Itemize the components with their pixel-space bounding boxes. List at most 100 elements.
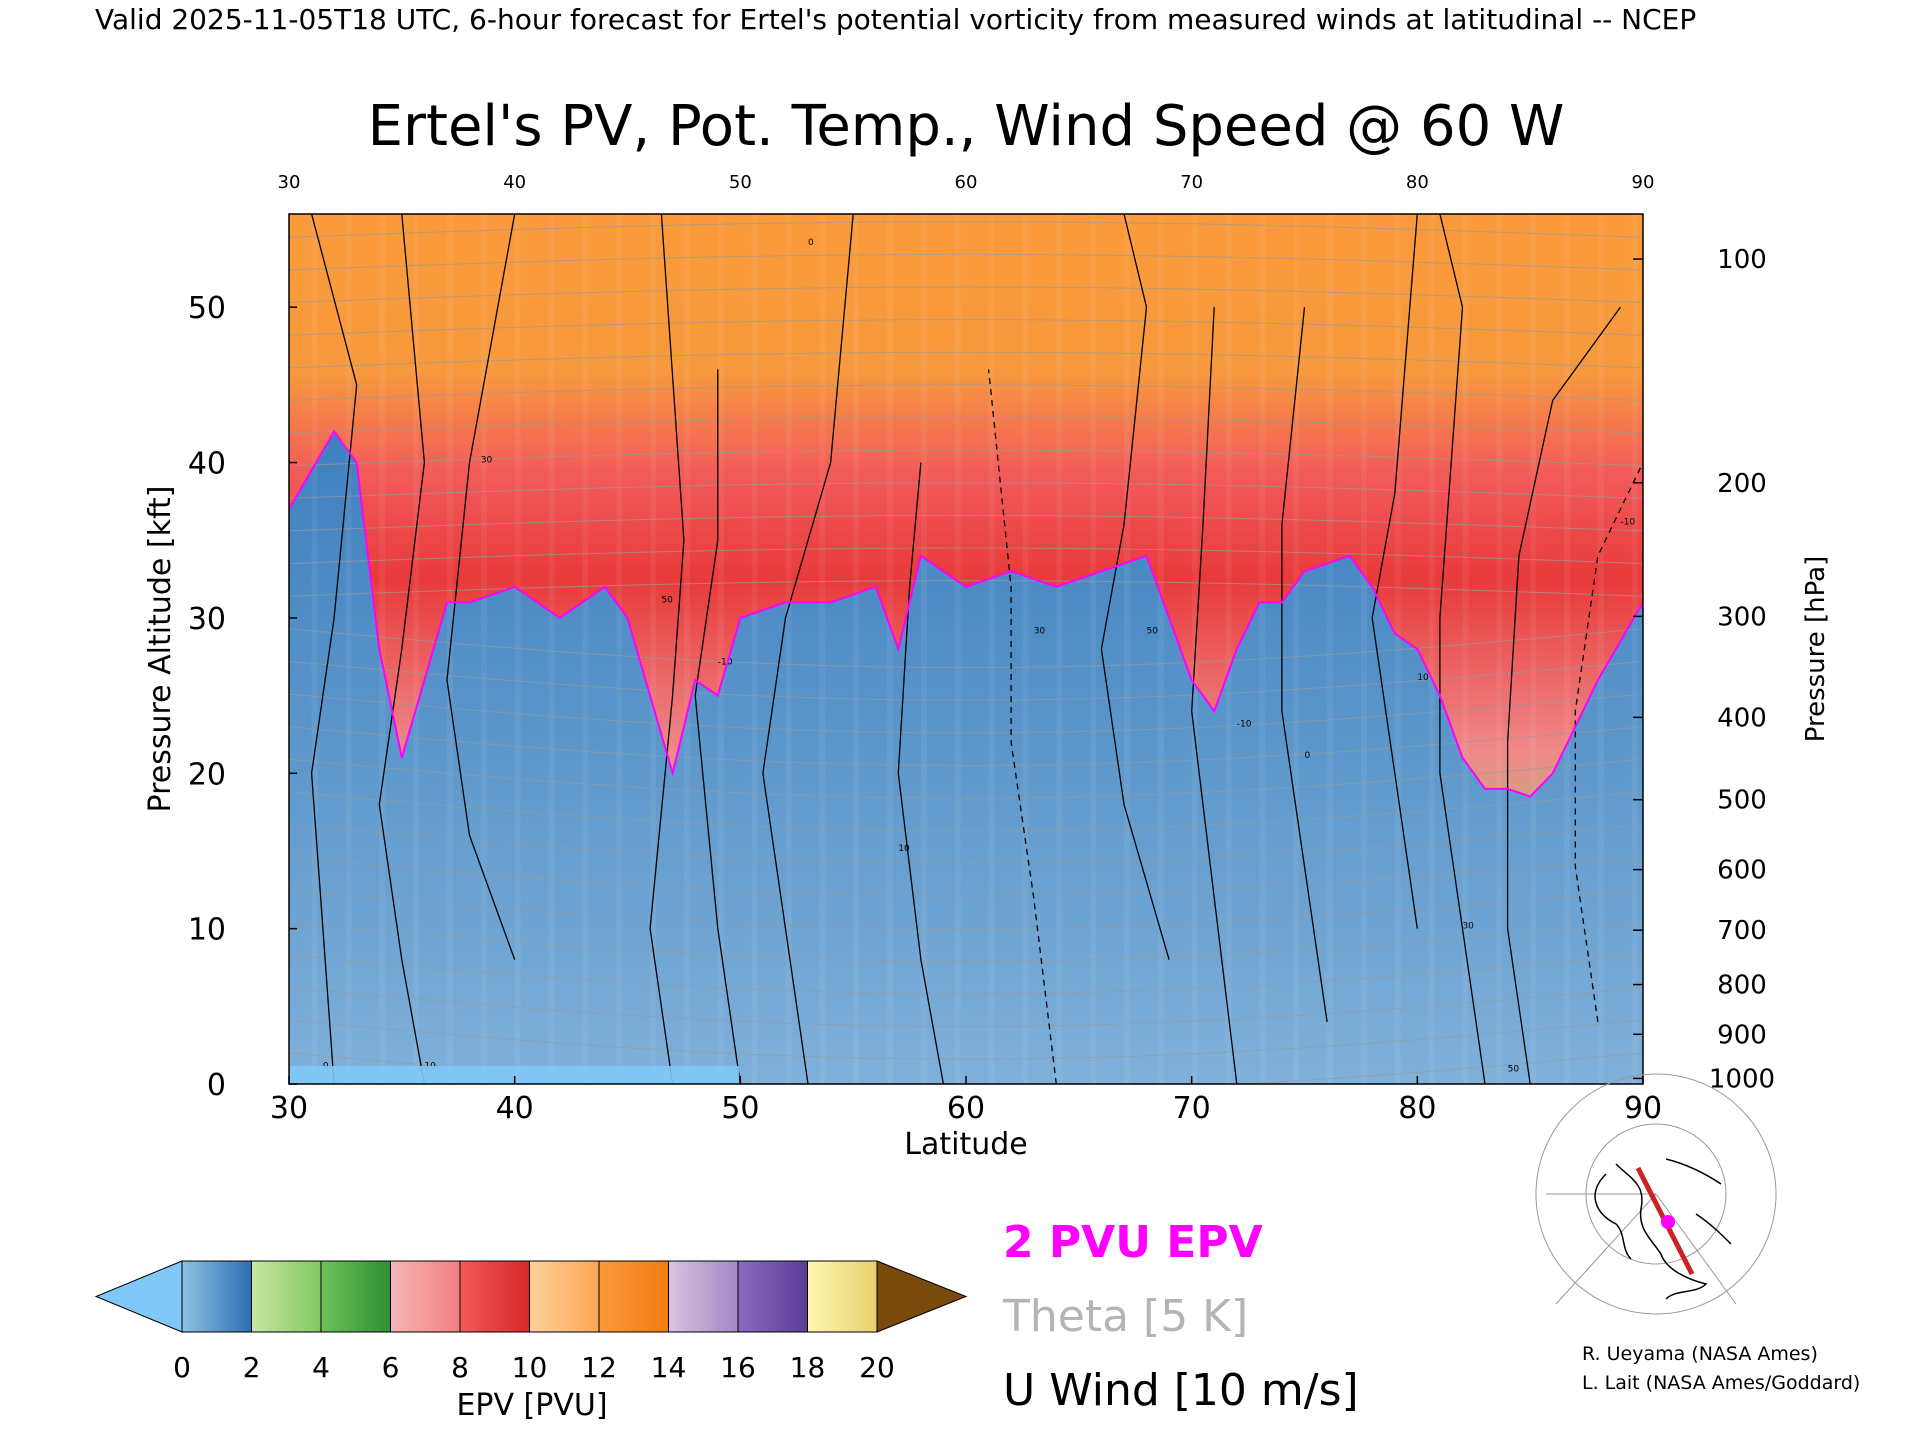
field-streak — [1157, 214, 1164, 1084]
two-pvu-line — [289, 429, 1643, 798]
colorbar-bin — [598, 1260, 669, 1333]
x-tick-label: 30 — [270, 1091, 308, 1126]
colorbar-tick-label: 16 — [720, 1351, 756, 1384]
colorbar-over-arrow — [876, 1260, 968, 1333]
wind-contour-label: 50 — [1147, 626, 1159, 636]
wind-contour — [1281, 307, 1328, 1022]
wind-contour-label: 50 — [1508, 1065, 1520, 1075]
theta-contour — [289, 726, 1643, 767]
field-streak — [650, 214, 657, 1084]
pressure-tick-label: 400 — [1717, 703, 1767, 733]
y-tick-label: 10 — [188, 913, 226, 948]
surface-strip — [289, 1066, 739, 1084]
theta-contour — [289, 824, 1643, 864]
field-streak — [1631, 214, 1638, 1084]
theta-contour — [289, 660, 1643, 701]
colorbar-bin — [668, 1260, 739, 1333]
field-streak — [853, 214, 860, 1084]
field-streak — [988, 214, 995, 1084]
colorbar-label: EPV [PVU] — [456, 1388, 607, 1423]
colorbar-bin — [737, 1260, 808, 1333]
field-streak — [954, 214, 961, 1084]
field-streak — [1022, 214, 1029, 1084]
map-inset — [1535, 1073, 1777, 1315]
pressure-tick-label: 300 — [1717, 602, 1767, 632]
wind-contour-label: -10 — [718, 658, 733, 668]
troposphere-field — [289, 431, 1643, 1084]
colorbar: 0 2 4 6 8 10 12 14 16 18 20 — [94, 1260, 968, 1384]
theta-contour — [289, 889, 1643, 930]
map-coastline — [1594, 1158, 1732, 1300]
theta-contour — [289, 449, 1643, 467]
theta-contour — [289, 856, 1643, 897]
field-streak — [345, 214, 352, 1084]
legend-theta: Theta [5 K] — [1002, 1291, 1248, 1342]
colorbar-bin — [529, 1260, 600, 1333]
colorbar-bin — [807, 1260, 878, 1333]
theta-contour — [289, 482, 1643, 499]
wind-contour-label: 0 — [808, 238, 814, 248]
colorbar-under-arrow — [94, 1260, 183, 1333]
top-tick-label: 70 — [1180, 172, 1203, 193]
wind-contour — [1574, 462, 1643, 1022]
theta-contour — [289, 351, 1643, 369]
colorbar-bin — [251, 1260, 322, 1333]
wind-contour — [1506, 306, 1621, 1084]
pressure-tick-label: 500 — [1717, 786, 1767, 816]
theta-contour — [289, 221, 1643, 238]
legend: 2 PVU EPV Theta [5 K] U Wind [10 m/s] — [1002, 1217, 1359, 1416]
field-streak — [717, 214, 724, 1084]
wind-contour — [1191, 307, 1238, 1084]
wind-contour-label: 30 — [1034, 626, 1046, 636]
field-streak — [887, 214, 894, 1084]
theta-contour — [289, 514, 1643, 532]
wind-contour — [378, 214, 426, 1084]
theta-contour — [289, 286, 1643, 304]
colorbar-bin — [459, 1260, 530, 1333]
x-tick-label: 40 — [496, 1091, 534, 1126]
field-streak — [1530, 214, 1537, 1084]
x-tick-label: 90 — [1624, 1091, 1662, 1126]
theta-contour — [289, 384, 1643, 401]
top-tick-label: 60 — [955, 172, 978, 193]
x-tick-label: 70 — [1173, 1091, 1211, 1126]
chart-title: Ertel's PV, Pot. Temp., Wind Speed @ 60 … — [368, 94, 1565, 159]
wind-contour-label: -10 — [1237, 720, 1252, 730]
field-streak — [1293, 214, 1300, 1084]
y-tick-label: 40 — [188, 447, 226, 482]
top-tick-label: 40 — [503, 172, 526, 193]
pressure-tick-label: 700 — [1717, 916, 1767, 946]
wind-contour — [694, 369, 741, 1084]
field-streak — [683, 214, 690, 1084]
top-tick-label: 30 — [278, 172, 301, 193]
wind-contour-label: 30 — [1462, 922, 1474, 932]
colorbar-tick-label: 14 — [651, 1351, 687, 1384]
field-streak — [582, 214, 589, 1084]
colorbar-tick-label: 20 — [859, 1351, 895, 1384]
theta-contour — [289, 758, 1643, 799]
colorbar-tick-label: 18 — [790, 1351, 826, 1384]
pressure-tick-label: 1000 — [1709, 1064, 1775, 1094]
colorbar-bin — [390, 1260, 461, 1333]
y-tick-label: 50 — [188, 291, 226, 326]
field-streak — [379, 214, 386, 1084]
wind-contour — [1100, 214, 1170, 960]
x-tick-label: 60 — [947, 1091, 985, 1126]
top-tick-label: 80 — [1406, 172, 1429, 193]
field-streaks — [311, 214, 1638, 1084]
wind-contour-label: 10 — [1417, 673, 1429, 683]
top-axis: 30 40 50 60 70 80 90 — [278, 172, 1655, 193]
field-streak — [311, 214, 318, 1084]
legend-pvu: 2 PVU EPV — [1003, 1217, 1263, 1268]
field-streak — [1191, 214, 1198, 1084]
theta-contour — [289, 253, 1643, 271]
field-streak — [413, 214, 420, 1084]
x-tick-label: 80 — [1398, 1091, 1436, 1126]
field-streak — [1225, 214, 1232, 1084]
field-streak — [1428, 214, 1435, 1084]
field-streak — [920, 214, 927, 1084]
colorbar-tick-label: 0 — [173, 1351, 191, 1384]
y-axis-left-label: Pressure Altitude [kft] — [143, 486, 178, 813]
theta-contour — [289, 547, 1643, 565]
